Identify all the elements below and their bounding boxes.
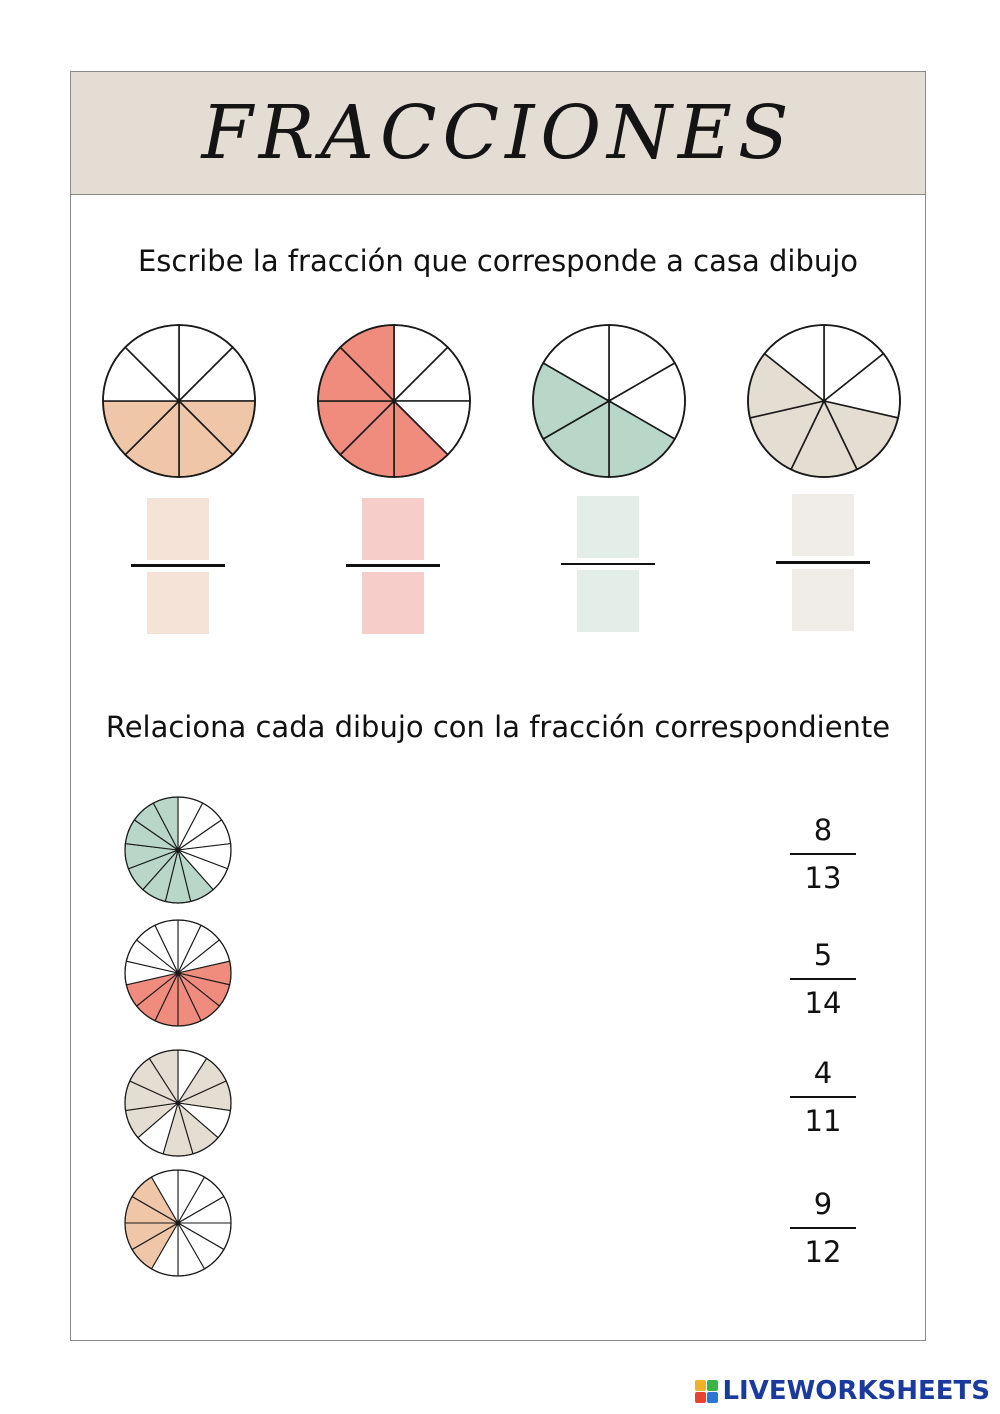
pie-center <box>606 398 612 404</box>
match-pie-1[interactable] <box>123 795 233 905</box>
match-fraction-3[interactable]: 4 11 <box>790 1055 856 1139</box>
match-pie-3[interactable] <box>123 1048 233 1158</box>
pie-outline <box>124 796 232 904</box>
instruction-match-fraction: Relaciona cada dibujo con la fracción co… <box>105 710 891 744</box>
fraction-line-1 <box>131 564 225 567</box>
fraction-numerator: 9 <box>813 1187 833 1221</box>
match-fraction-4[interactable]: 9 12 <box>790 1186 856 1270</box>
numerator-input-4[interactable] <box>792 494 854 556</box>
fraction-bar <box>790 1096 856 1098</box>
match-pie-4[interactable] <box>123 1168 233 1278</box>
denominator-input-2[interactable] <box>362 572 424 634</box>
denominator-input-1[interactable] <box>147 572 209 634</box>
liveworksheets-logo: LIVEWORKSHEETS <box>695 1376 990 1406</box>
pie-center <box>175 1220 181 1226</box>
pie-center <box>175 1100 181 1106</box>
match-pie-2[interactable] <box>123 918 233 1028</box>
instruction-write-fraction: Escribe la fracción que corresponde a ca… <box>137 244 859 278</box>
fraction-pie-2 <box>317 324 471 478</box>
match-fraction-1[interactable]: 8 13 <box>790 812 856 896</box>
fraction-denominator: 13 <box>804 861 842 895</box>
pie-center <box>175 970 181 976</box>
fraction-pie-1 <box>102 324 256 478</box>
match-fraction-2[interactable]: 5 14 <box>790 937 856 1021</box>
fraction-denominator: 12 <box>804 1235 842 1269</box>
fraction-denominator: 14 <box>804 986 842 1020</box>
pie-outline <box>102 324 256 478</box>
numerator-input-2[interactable] <box>362 498 424 560</box>
pie-center <box>176 398 182 404</box>
denominator-input-3[interactable] <box>577 570 639 632</box>
fraction-numerator: 8 <box>813 813 833 847</box>
pie-outline <box>532 324 686 478</box>
fraction-numerator: 5 <box>813 938 833 972</box>
pie-outline <box>317 324 471 478</box>
fraction-pie-4 <box>747 324 901 478</box>
pie-center <box>821 398 827 404</box>
fraction-line-4 <box>776 561 870 564</box>
fraction-line-3 <box>561 563 655 565</box>
worksheet-page: FRACCIONES Escribe la fracción que corre… <box>70 71 926 1341</box>
fraction-bar <box>790 853 856 855</box>
page-title: FRACCIONES <box>201 90 795 176</box>
pie-center <box>175 847 181 853</box>
numerator-input-1[interactable] <box>147 498 209 560</box>
title-banner: FRACCIONES <box>71 72 925 195</box>
fraction-bar <box>790 1227 856 1229</box>
fraction-denominator: 11 <box>804 1104 842 1138</box>
pie-outline <box>124 1169 232 1277</box>
pie-outline <box>124 1049 232 1157</box>
liveworksheets-logo-icon <box>695 1379 719 1403</box>
denominator-input-4[interactable] <box>792 569 854 631</box>
fraction-pie-3 <box>532 324 686 478</box>
pie-outline <box>124 919 232 1027</box>
fraction-bar <box>790 978 856 980</box>
brand-name: LIVEWORKSHEETS <box>722 1376 990 1406</box>
pie-center <box>391 398 397 404</box>
pie-outline <box>747 324 901 478</box>
numerator-input-3[interactable] <box>577 496 639 558</box>
fraction-numerator: 4 <box>813 1056 833 1090</box>
fraction-line-2 <box>346 564 440 567</box>
